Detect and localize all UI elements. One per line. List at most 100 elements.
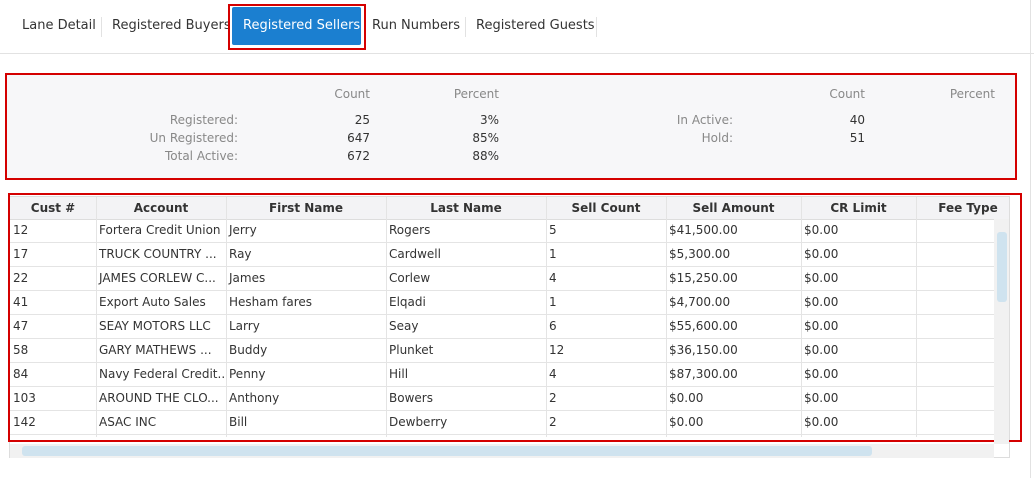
cell: $41,500.00	[669, 223, 738, 237]
cell: 17	[13, 247, 29, 261]
cell: 22	[13, 271, 29, 285]
cell: $0.00	[804, 391, 839, 405]
summary-label: Total Active:	[164, 149, 238, 163]
tab-separator	[596, 17, 597, 37]
cell: 4	[549, 367, 557, 381]
summary-header: Percent	[949, 87, 995, 101]
cell: 58	[13, 343, 29, 357]
row-divider	[10, 290, 995, 291]
tab-separator	[101, 17, 102, 37]
cell: Jerry	[229, 223, 257, 237]
summary-header: Count	[334, 87, 370, 101]
right-edge	[1030, 0, 1031, 478]
summary-count: 647	[347, 131, 370, 145]
summary-label: Registered:	[169, 113, 238, 127]
cell: TRUCK COUNTRY ...	[99, 247, 217, 261]
column-divider	[386, 197, 387, 437]
cell: Bill	[229, 415, 248, 429]
column-divider	[546, 197, 547, 437]
column-header[interactable]: CR Limit	[830, 201, 887, 215]
cell: Seay	[389, 319, 419, 333]
cell: $0.00	[804, 295, 839, 309]
cell: AROUND THE CLO...	[99, 391, 219, 405]
summary-panel	[7, 75, 1015, 178]
cell: Dewberry	[389, 415, 448, 429]
row-divider	[10, 338, 995, 339]
column-divider	[666, 197, 667, 437]
summary-label: Un Registered:	[149, 131, 238, 145]
cell: Cardwell	[389, 247, 441, 261]
column-header[interactable]: Fee Type	[938, 201, 998, 215]
vertical-scrollbar-thumb[interactable]	[997, 232, 1007, 302]
cell: Elqadi	[389, 295, 426, 309]
cell: 2	[549, 415, 557, 429]
tab[interactable]: Lane Detail	[22, 18, 96, 33]
row-divider	[10, 434, 995, 435]
cell: $0.00	[804, 271, 839, 285]
summary-percent: 85%	[472, 131, 499, 145]
tab[interactable]: Registered Guests	[476, 18, 595, 33]
summary-header: Count	[829, 87, 865, 101]
tab[interactable]: Registered Sellers	[243, 18, 361, 33]
tab[interactable]: Registered Buyers	[112, 18, 231, 33]
cell: $36,150.00	[669, 343, 738, 357]
column-header[interactable]: Cust #	[30, 201, 76, 215]
cell: 12	[549, 343, 565, 357]
summary-percent: 3%	[479, 113, 499, 127]
cell: Penny	[229, 367, 266, 381]
summary-count: 672	[347, 149, 370, 163]
cell: $87,300.00	[669, 367, 738, 381]
row-divider	[10, 266, 995, 267]
cell: ASAC INC	[99, 415, 157, 429]
summary-label: Hold:	[701, 131, 733, 145]
tab[interactable]: Run Numbers	[372, 18, 461, 33]
cell: $0.00	[804, 343, 839, 357]
column-header[interactable]: Sell Count	[571, 201, 641, 215]
cell: Ray	[229, 247, 252, 261]
column-header[interactable]: Sell Amount	[692, 201, 775, 215]
cell: JAMES CORLEW C...	[99, 271, 216, 285]
summary-count: 40	[849, 113, 865, 127]
column-divider	[96, 197, 97, 437]
cell: 47	[13, 319, 29, 333]
column-divider	[916, 197, 917, 437]
summary-highlight	[5, 73, 1017, 180]
row-divider	[10, 242, 995, 243]
cell: Hesham fares	[229, 295, 313, 309]
cell: Bowers	[389, 391, 433, 405]
cell: $0.00	[804, 247, 839, 261]
cell: 12	[13, 223, 29, 237]
active-tab-bg	[232, 7, 361, 45]
cell: Plunket	[389, 343, 434, 357]
cell: Anthony	[229, 391, 280, 405]
column-header[interactable]: First Name	[268, 201, 344, 215]
column-header[interactable]: Account	[133, 201, 189, 215]
summary-header: Percent	[453, 87, 499, 101]
horizontal-scrollbar-thumb[interactable]	[22, 446, 872, 456]
cell: Corlew	[389, 271, 431, 285]
cell: Hill	[389, 367, 409, 381]
table: Cust # Account First Name Last Name Sell Cou…	[9, 196, 1010, 458]
summary-count: 25	[354, 113, 370, 127]
cell: $0.00	[804, 319, 839, 333]
row-divider	[10, 362, 995, 363]
cell: Buddy	[229, 343, 268, 357]
cell: $0.00	[804, 415, 839, 429]
cell: 6	[549, 319, 557, 333]
cell: $4,700.00	[669, 295, 731, 309]
column-header[interactable]: Last Name	[430, 201, 502, 215]
cell: 84	[13, 367, 29, 381]
active-tab-highlight	[228, 4, 366, 50]
cell: $15,250.00	[669, 271, 738, 285]
row-divider	[10, 386, 995, 387]
cell: GARY MATHEWS ...	[99, 343, 212, 357]
summary-label: In Active:	[676, 113, 733, 127]
cell: Fortera Credit Union	[99, 223, 221, 237]
cell: $5,300.00	[669, 247, 731, 261]
cell: $0.00	[804, 367, 839, 381]
tab-separator	[465, 17, 466, 37]
tab-bar-border	[0, 53, 1034, 54]
summary-count: 51	[849, 131, 865, 145]
table-highlight	[8, 193, 1022, 442]
